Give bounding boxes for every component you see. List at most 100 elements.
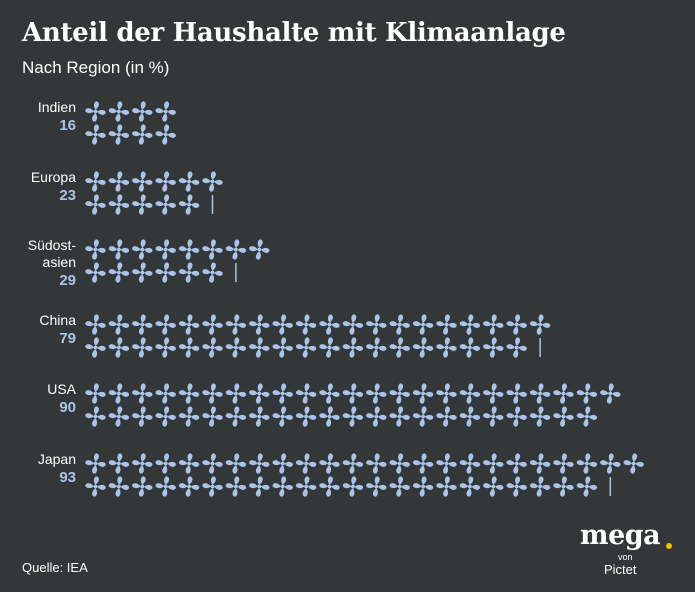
fan-icon (389, 337, 410, 358)
row-japan: Japan 93 (38, 451, 644, 497)
fan-icon (389, 453, 410, 474)
fan-icon (389, 406, 410, 427)
fan-icon (202, 337, 223, 358)
fan-icon (459, 337, 481, 358)
fan-icon (459, 383, 481, 404)
fan-icon (249, 406, 270, 427)
fan-icon (202, 239, 223, 260)
value-label: 90 (59, 399, 76, 416)
fan-icon (85, 101, 106, 122)
fan-icon (108, 476, 130, 497)
fan-icon (342, 476, 364, 497)
fan-icon (225, 406, 247, 427)
fan-icon (85, 314, 106, 335)
fan-icon (108, 453, 130, 474)
fan-icon (342, 337, 364, 358)
fan-icon (202, 453, 223, 474)
row-usa: USA 90 (47, 381, 621, 427)
fan-icon (342, 453, 364, 474)
fan-icon (483, 476, 504, 497)
fan-icon (272, 314, 293, 335)
fan-icon (178, 314, 200, 335)
fan-icon (272, 383, 293, 404)
fan-icon (108, 101, 130, 122)
fan-icon (389, 476, 410, 497)
fan-icon (249, 239, 270, 260)
fan-icon (436, 453, 457, 474)
fan-icon (506, 314, 527, 335)
fan-icon (108, 406, 130, 427)
row-indien: Indien 16 (38, 99, 176, 145)
fan-icon (108, 239, 130, 260)
fan-icon (132, 383, 153, 404)
fan-icon (155, 194, 176, 215)
fan-icon (342, 383, 364, 404)
fan-icon (202, 171, 223, 192)
fan-icon (295, 476, 317, 497)
fan-icon (459, 314, 481, 335)
fan-icon (529, 314, 551, 335)
fan-icon (178, 406, 200, 427)
fan-icon (412, 383, 434, 404)
value-label: 93 (59, 469, 76, 486)
fan-icon (85, 124, 106, 145)
fan-icon (108, 171, 130, 192)
fan-icon (412, 314, 434, 335)
fan-icon (366, 383, 387, 404)
fan-icon (85, 406, 106, 427)
fan-icon (85, 337, 106, 358)
fan-icon (225, 453, 247, 474)
fan-icon (600, 453, 621, 474)
fan-icon (436, 406, 457, 427)
fan-icon (436, 476, 457, 497)
fan-icon (155, 101, 176, 122)
fan-icon (202, 262, 223, 283)
fan-icon (108, 262, 130, 283)
fan-icon (389, 383, 410, 404)
fan-icon (225, 239, 247, 260)
fan-icon (342, 314, 364, 335)
fan-icon (132, 453, 153, 474)
fan-icon (155, 453, 176, 474)
fan-icon (132, 262, 153, 283)
fan-icon (108, 194, 130, 215)
fan-icon (576, 383, 598, 404)
fan-icon (132, 337, 153, 358)
fan-icon (366, 476, 387, 497)
fan-icon (178, 337, 200, 358)
fan-icon (108, 124, 130, 145)
fan-icon (319, 314, 340, 335)
mega-pictet-logo: mega von Pictet (580, 520, 680, 580)
fan-icon (178, 171, 200, 192)
fan-icon (412, 337, 434, 358)
value-label: 23 (59, 187, 76, 204)
region-label: Südost- (28, 237, 77, 253)
fan-icon (459, 476, 481, 497)
fan-icon (553, 476, 574, 497)
fan-icon (85, 262, 106, 283)
fan-icon (202, 314, 223, 335)
logo-dot (666, 543, 672, 549)
fan-icon (225, 314, 247, 335)
fan-icon (132, 124, 153, 145)
fan-icon (459, 406, 481, 427)
fan-icon (576, 406, 598, 427)
fan-icon (366, 314, 387, 335)
fan-icon (366, 337, 387, 358)
fan-icon (412, 453, 434, 474)
fan-icon (576, 453, 598, 474)
row-europa: Europa 23 (31, 169, 223, 215)
fan-icon (506, 383, 527, 404)
fan-icon (155, 262, 176, 283)
fan-icon (272, 406, 293, 427)
row-südostasien: Südost-asien 29 (28, 237, 270, 289)
fan-icon (132, 476, 153, 497)
fan-icon (178, 476, 200, 497)
fan-icon (412, 476, 434, 497)
fan-icon (108, 314, 130, 335)
region-label: Japan (38, 451, 76, 467)
fan-icon (132, 314, 153, 335)
fan-icon (155, 383, 176, 404)
source-note: Quelle: IEA (22, 560, 88, 575)
fan-icon (319, 476, 340, 497)
